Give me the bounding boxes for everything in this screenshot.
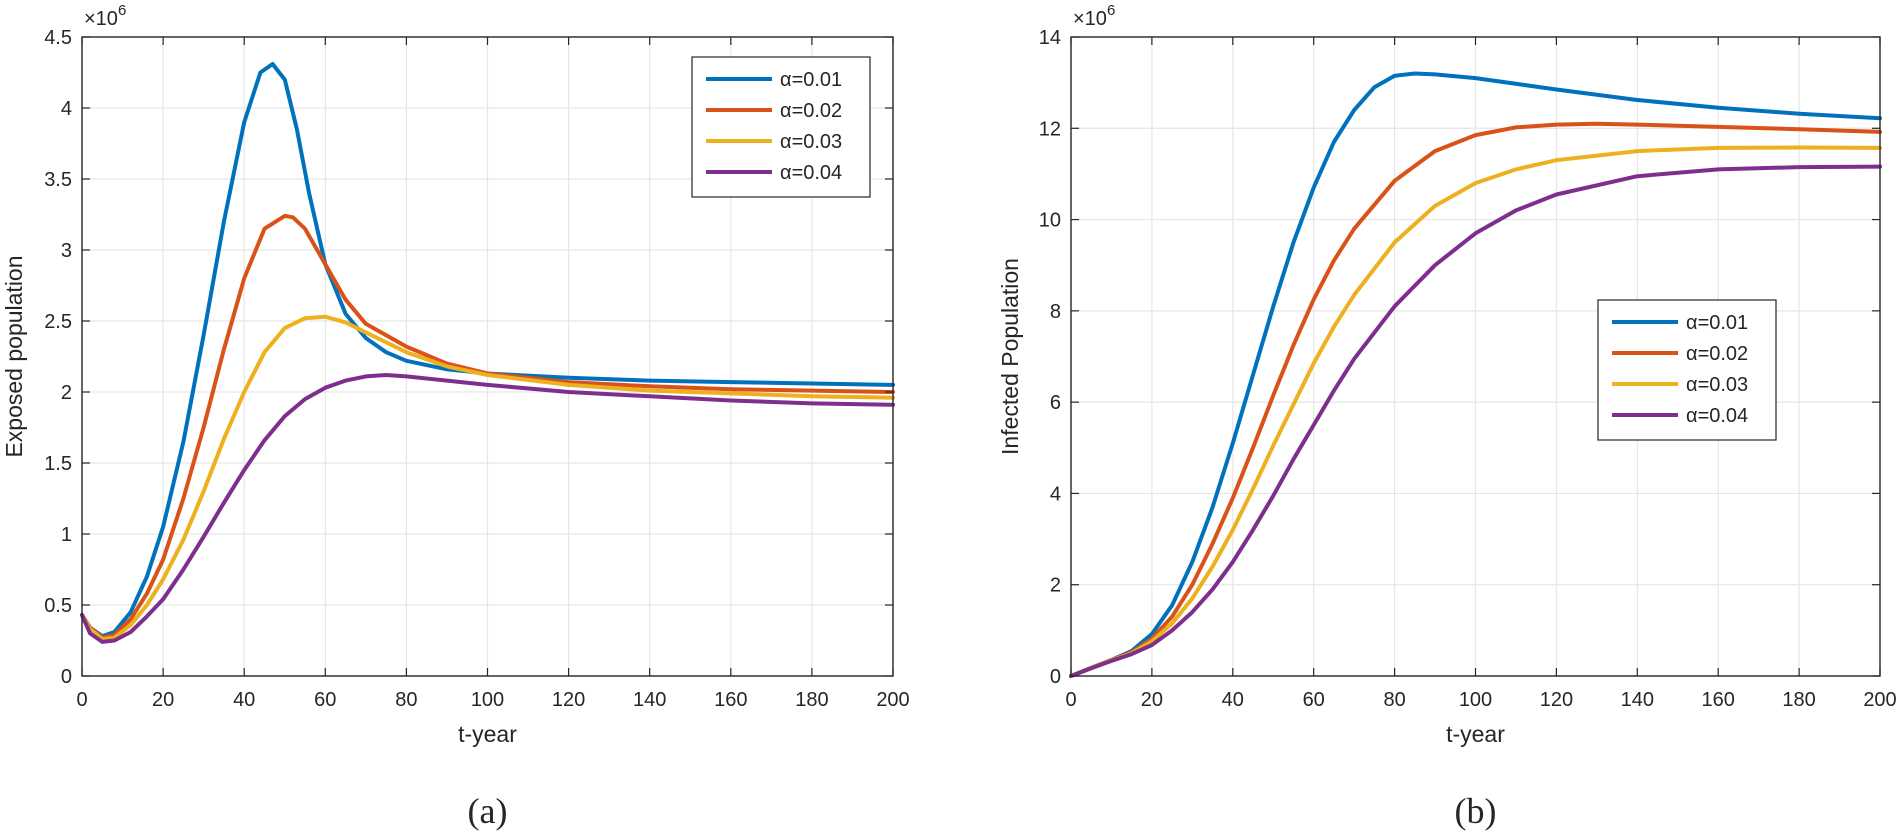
x-tick-label: 140 bbox=[1621, 689, 1654, 711]
series-line-1 bbox=[80, 62, 895, 639]
y-exponent-label: ×106 bbox=[84, 2, 126, 30]
series-line-3 bbox=[1069, 145, 1882, 678]
x-tick-label: 100 bbox=[1459, 689, 1492, 711]
y-tick-label: 6 bbox=[1050, 392, 1061, 414]
y-tick-label: 12 bbox=[1039, 118, 1061, 140]
y-tick-label: 14 bbox=[1039, 27, 1061, 49]
x-tick-label: 180 bbox=[795, 689, 828, 711]
x-tick-label: 120 bbox=[552, 689, 585, 711]
x-tick-label: 20 bbox=[152, 689, 174, 711]
y-tick-label: 10 bbox=[1039, 210, 1061, 232]
x-tick-label: 140 bbox=[633, 689, 666, 711]
y-tick-label: 0 bbox=[61, 666, 72, 688]
x-tick-label: 160 bbox=[1702, 689, 1735, 711]
y-tick-label: 2 bbox=[61, 382, 72, 404]
y-exponent-base: ×10 bbox=[84, 8, 118, 30]
ticks: 0 20 40 60 80 100 120 140 160 180 200 0 0.5 1 1.5 2 2.5 3… bbox=[44, 27, 910, 711]
y-exponent-base: ×10 bbox=[1073, 8, 1107, 30]
legend-label-3: α=0.03 bbox=[1686, 374, 1748, 396]
chart-panel-a: 0 20 40 60 80 100 120 140 160 180 200 0 0.5 1 1.5 2 2.5 3… bbox=[1, 2, 910, 831]
series-group bbox=[80, 62, 895, 644]
x-axis-label: t-year bbox=[458, 721, 517, 747]
x-tick-label: 200 bbox=[876, 689, 909, 711]
legend-label-2: α=0.02 bbox=[1686, 343, 1748, 365]
y-tick-label: 4.5 bbox=[44, 27, 72, 49]
y-tick-label: 3 bbox=[61, 240, 72, 262]
series-line-1 bbox=[1069, 71, 1882, 678]
y-tick-label: 2 bbox=[1050, 575, 1061, 597]
x-tick-label: 40 bbox=[1222, 689, 1244, 711]
x-tick-label: 0 bbox=[1065, 689, 1076, 711]
y-tick-label: 0.5 bbox=[44, 595, 72, 617]
legend: α=0.01 α=0.02 α=0.03 α=0.04 bbox=[1597, 299, 1777, 441]
ticks: 0 20 40 60 80 100 120 140 160 180 200 0 2 4 6 8 10 12 14 bbox=[1039, 27, 1897, 711]
x-tick-label: 200 bbox=[1863, 689, 1896, 711]
x-tick-label: 180 bbox=[1782, 689, 1815, 711]
x-tick-label: 20 bbox=[1141, 689, 1163, 711]
series-line-4 bbox=[80, 373, 895, 644]
legend-label-3: α=0.03 bbox=[780, 131, 842, 153]
legend-label-2: α=0.02 bbox=[780, 100, 842, 122]
x-tick-label: 60 bbox=[314, 689, 336, 711]
x-tick-label: 100 bbox=[471, 689, 504, 711]
series-line-4 bbox=[1069, 164, 1882, 678]
y-tick-label: 8 bbox=[1050, 301, 1061, 323]
grid bbox=[1070, 36, 1881, 677]
series-line-2 bbox=[1069, 121, 1882, 678]
panel-caption: (a) bbox=[468, 791, 508, 831]
y-tick-label: 0 bbox=[1050, 666, 1061, 688]
x-tick-label: 80 bbox=[395, 689, 417, 711]
y-tick-label: 4 bbox=[1050, 483, 1061, 505]
series-line-2 bbox=[80, 213, 895, 640]
x-tick-label: 0 bbox=[76, 689, 87, 711]
legend-label-1: α=0.01 bbox=[1686, 312, 1748, 334]
x-tick-label: 120 bbox=[1540, 689, 1573, 711]
legend-label-1: α=0.01 bbox=[780, 69, 842, 91]
y-exponent-power: 6 bbox=[118, 2, 126, 19]
legend: α=0.01 α=0.02 α=0.03 α=0.04 bbox=[691, 56, 871, 198]
x-tick-label: 160 bbox=[714, 689, 747, 711]
legend-label-4: α=0.04 bbox=[1686, 405, 1748, 427]
series-group bbox=[1069, 71, 1882, 678]
x-tick-label: 40 bbox=[233, 689, 255, 711]
panel-caption: (b) bbox=[1455, 791, 1497, 831]
y-axis-label: Infected Population bbox=[997, 258, 1023, 455]
y-exponent-label: ×106 bbox=[1073, 2, 1115, 30]
y-tick-label: 2.5 bbox=[44, 311, 72, 333]
y-tick-label: 1 bbox=[61, 524, 72, 546]
series-line-3 bbox=[80, 314, 895, 642]
chart-panel-b: 0 20 40 60 80 100 120 140 160 180 200 0 2 4 6 8 10 12 14 ×1… bbox=[997, 2, 1897, 831]
x-tick-label: 80 bbox=[1383, 689, 1405, 711]
y-tick-label: 4 bbox=[61, 98, 72, 120]
y-exponent-power: 6 bbox=[1107, 2, 1115, 19]
x-tick-label: 60 bbox=[1303, 689, 1325, 711]
y-tick-label: 3.5 bbox=[44, 169, 72, 191]
y-axis-label: Exposed population bbox=[1, 255, 27, 457]
x-axis-label: t-year bbox=[1446, 721, 1505, 747]
legend-label-4: α=0.04 bbox=[780, 162, 842, 184]
y-tick-label: 1.5 bbox=[44, 453, 72, 475]
